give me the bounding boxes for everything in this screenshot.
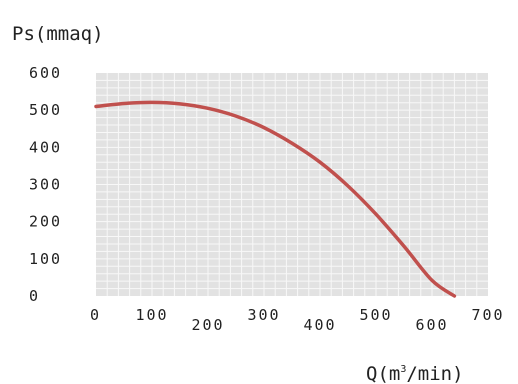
x-tick-label: 100 [135,306,168,324]
y-tick-label: 500 [29,101,62,119]
x-axis-label-prefix: Q(m [366,363,400,384]
x-axis-label-superscript: 3 [400,364,406,375]
x-tick-label: 700 [471,306,504,324]
x-tick-label: 200 [191,316,224,334]
y-tick-label: 600 [29,64,62,82]
x-tick-label: 300 [247,306,280,324]
y-tick-label: 0 [29,287,40,305]
x-tick-label: 500 [359,306,392,324]
y-tick-label: 300 [29,176,62,194]
x-tick-labels: 0 100 200 300 400 500 600 700 [90,306,504,334]
x-tick-label: 400 [303,316,336,334]
series-group [94,100,457,298]
y-tick-label: 200 [29,213,62,231]
x-axis-label-suffix: /min) [406,363,463,384]
y-axis-label: Ps(mmaq) [12,23,104,45]
x-tick-label: 0 [90,306,101,324]
y-tick-label: 100 [29,250,62,268]
plot-grid [96,73,488,296]
series-line [94,100,457,298]
x-tick-label: 600 [415,316,448,334]
y-tick-labels: 0 100 200 300 400 500 600 [29,64,62,305]
x-axis-label: Q(m3/min) [366,363,464,384]
y-tick-label: 400 [29,138,62,156]
